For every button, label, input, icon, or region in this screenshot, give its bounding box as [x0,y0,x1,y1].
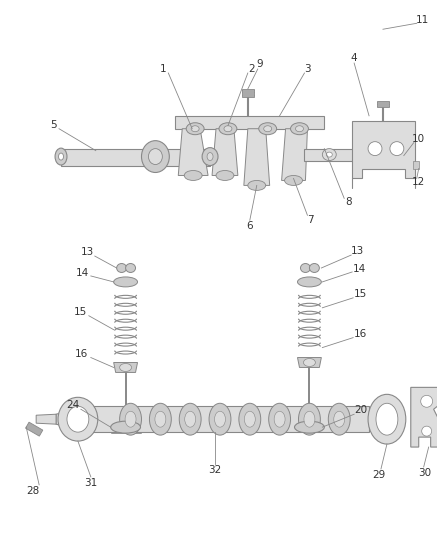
Ellipse shape [248,181,266,190]
Ellipse shape [328,403,350,435]
Polygon shape [86,406,369,432]
Ellipse shape [126,263,135,272]
Ellipse shape [268,403,290,435]
Ellipse shape [224,126,232,132]
Polygon shape [242,89,254,97]
Ellipse shape [191,126,199,132]
Text: 14: 14 [76,268,89,278]
Text: 16: 16 [75,349,88,359]
Text: 9: 9 [256,59,263,69]
Ellipse shape [59,153,64,160]
Text: 30: 30 [418,468,431,478]
Ellipse shape [368,142,382,156]
Polygon shape [282,129,307,181]
Ellipse shape [300,263,311,272]
Ellipse shape [215,411,226,427]
Ellipse shape [186,123,204,135]
Ellipse shape [117,263,127,272]
Text: 31: 31 [84,478,97,488]
Ellipse shape [376,403,398,435]
Text: 14: 14 [353,264,366,274]
Ellipse shape [326,152,332,157]
Ellipse shape [185,411,196,427]
Text: 4: 4 [351,53,357,63]
Text: 32: 32 [208,465,222,475]
Text: 3: 3 [304,64,311,74]
Ellipse shape [202,148,218,166]
Polygon shape [25,422,43,436]
Ellipse shape [120,403,141,435]
Ellipse shape [149,403,171,435]
Text: 6: 6 [247,221,253,231]
Ellipse shape [148,149,162,165]
Text: 10: 10 [412,134,425,144]
Polygon shape [352,121,415,179]
Text: 16: 16 [353,329,367,338]
Text: 13: 13 [81,247,95,257]
Ellipse shape [297,277,321,287]
Ellipse shape [259,123,277,135]
Polygon shape [297,358,321,367]
Polygon shape [175,116,324,129]
Ellipse shape [207,152,213,160]
Text: 5: 5 [50,120,57,130]
Text: 8: 8 [345,197,351,207]
Ellipse shape [421,395,433,407]
Polygon shape [178,129,208,175]
Ellipse shape [219,123,237,135]
Ellipse shape [58,397,98,441]
Text: 20: 20 [354,405,367,415]
Ellipse shape [285,175,303,185]
Text: 11: 11 [416,15,429,25]
Ellipse shape [290,123,308,135]
Text: 29: 29 [372,470,385,480]
Ellipse shape [120,364,131,372]
Ellipse shape [125,411,136,427]
Ellipse shape [111,421,141,433]
Text: 15: 15 [353,289,367,299]
Ellipse shape [334,411,345,427]
Ellipse shape [304,411,315,427]
Text: 24: 24 [66,400,80,410]
Polygon shape [377,101,389,107]
Polygon shape [413,160,419,168]
Ellipse shape [55,148,67,165]
Text: 28: 28 [27,486,40,496]
Ellipse shape [390,142,404,156]
Text: 1: 1 [160,64,167,74]
Ellipse shape [184,171,202,181]
Polygon shape [411,387,438,447]
Text: 15: 15 [74,307,88,317]
Ellipse shape [239,403,261,435]
Ellipse shape [422,426,431,436]
Ellipse shape [296,126,304,132]
Ellipse shape [209,403,231,435]
Polygon shape [56,406,86,432]
Ellipse shape [274,411,285,427]
Polygon shape [244,129,270,185]
Ellipse shape [304,359,315,367]
Ellipse shape [309,263,319,272]
Text: 12: 12 [412,177,425,188]
Ellipse shape [322,149,336,160]
Ellipse shape [114,277,138,287]
Ellipse shape [67,406,89,432]
Ellipse shape [155,411,166,427]
Ellipse shape [294,421,324,433]
Ellipse shape [264,126,272,132]
Polygon shape [61,149,210,166]
Ellipse shape [244,411,255,427]
Ellipse shape [141,141,170,173]
Text: 2: 2 [248,64,255,74]
Text: 13: 13 [350,246,364,256]
Polygon shape [212,129,238,175]
Polygon shape [304,149,369,160]
Ellipse shape [298,403,320,435]
Polygon shape [36,414,56,424]
Text: 7: 7 [307,215,314,225]
Polygon shape [114,362,138,373]
Ellipse shape [216,171,234,181]
Ellipse shape [368,394,406,444]
Ellipse shape [179,403,201,435]
